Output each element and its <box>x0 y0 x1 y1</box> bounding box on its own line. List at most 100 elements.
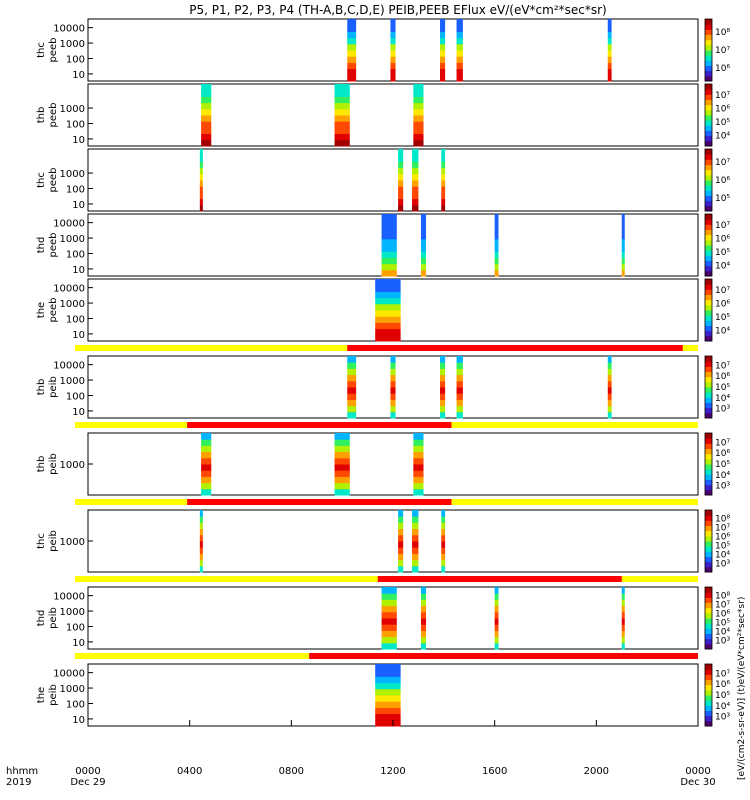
colorbar-cell <box>705 664 712 670</box>
spectrogram-burst-cell <box>381 214 397 221</box>
x-date-label: Dec 30 <box>680 777 715 788</box>
spectrogram-burst-cell <box>420 220 427 227</box>
colorbar-tick-label: 10⁶ <box>715 533 730 543</box>
spectrogram-burst-cell <box>456 362 463 369</box>
colorbar-tick-label: 10⁵ <box>715 383 730 393</box>
spectrogram-burst-cell <box>347 393 357 400</box>
colorbar-cell <box>705 289 712 295</box>
panel-thd-peeb: 10 100 1000 10000 thd peeb 10⁴ 10⁵ 10⁶ 10⁷ <box>36 213 730 277</box>
spectrogram-burst-cell <box>201 482 212 490</box>
colorbar-frame <box>704 586 713 650</box>
spectrogram-burst-cell <box>420 642 427 650</box>
colorbar-frame <box>704 432 713 496</box>
colorbar-cell <box>705 164 712 171</box>
spectrogram-burst-cell <box>334 476 350 484</box>
colorbar-frame <box>704 663 713 727</box>
spectrogram-burst-cell <box>201 470 212 477</box>
panel-probe-label: thb <box>36 107 47 124</box>
spectrogram-burst-cell <box>375 297 401 305</box>
spectrogram-burst-cell <box>621 611 625 619</box>
colorbar-cell <box>705 304 712 311</box>
colorbar-tick-label: 10⁸ <box>715 592 730 602</box>
colorbar-tick-label: 10⁷ <box>715 221 730 231</box>
spectrogram-burst-cell <box>412 547 419 554</box>
colorbar-cell <box>705 284 712 290</box>
spectrogram-burst-cell <box>390 399 396 407</box>
y-tick-label: 1000 <box>60 460 85 471</box>
colorbar-cell <box>705 154 712 160</box>
spectrogram-burst-cell <box>390 31 396 39</box>
y-tick-label: 100 <box>66 54 85 65</box>
spectrogram-burst-cell <box>412 167 419 175</box>
mode-bar-red <box>309 653 698 659</box>
spectrogram-burst-cell <box>375 316 401 323</box>
y-tick-label: 100 <box>66 249 85 260</box>
spectrogram-burst-cell <box>347 31 357 39</box>
spectrogram-burst-cell <box>440 362 446 369</box>
spectrogram-burst-cell <box>334 115 350 122</box>
y-tick-label: 10 <box>72 407 85 418</box>
spectrogram-burst-cell <box>398 522 404 530</box>
colorbar-cell <box>705 149 712 155</box>
colorbar-tick-label: 10⁷ <box>715 601 730 611</box>
colorbar-cell <box>705 510 712 516</box>
spectrogram-burst-cell <box>347 56 357 63</box>
spectrogram-burst-cell <box>390 411 396 419</box>
spectrogram-burst-cell <box>621 263 625 271</box>
spectrogram-burst-cell <box>607 380 612 388</box>
spectrogram-burst-cell <box>334 451 350 459</box>
spectrogram-burst-cell <box>441 534 446 542</box>
panel-probe-label: the <box>36 687 47 703</box>
spectrogram-burst-cell <box>440 68 446 76</box>
spectrogram-burst-cell <box>441 161 446 169</box>
spectrogram-burst-cell <box>390 50 396 57</box>
spectrogram-burst-cell <box>621 245 625 252</box>
y-tick-label: 1000 <box>60 607 85 618</box>
spectrogram-burst-cell <box>201 139 212 147</box>
y-tick-label: 1000 <box>60 104 85 115</box>
spectrogram-burst-cell <box>456 25 463 32</box>
spectrogram-burst-cell <box>334 445 350 453</box>
colorbar-cell <box>705 159 712 165</box>
colorbar-tick-label: 10⁷ <box>715 524 730 534</box>
spectrogram-burst-cell <box>412 565 419 573</box>
spectrogram-burst-cell <box>440 31 446 39</box>
spectrogram-burst-cell <box>347 374 357 382</box>
y-tick-label: 100 <box>66 699 85 710</box>
colorbar-tick-label: 10⁵ <box>715 542 730 552</box>
y-tick-label: 10 <box>72 715 85 726</box>
spectrogram-burst-cell <box>398 186 404 193</box>
spectrogram-burst-cell <box>494 220 499 227</box>
spectrogram-burst-cell <box>398 173 404 181</box>
y-tick-label: 100 <box>66 314 85 325</box>
spectrogram-burst-cell <box>199 161 203 169</box>
spectrogram-burst-cell <box>381 257 397 265</box>
spectrogram-burst-cell <box>398 528 404 536</box>
x-tick-label: 2000 <box>584 766 609 777</box>
spectrogram-burst-cell <box>413 108 424 116</box>
colorbar-cell <box>705 325 712 332</box>
panel-frame <box>87 432 699 496</box>
panel-frame <box>87 148 699 212</box>
spectrogram-burst-cell <box>398 167 404 175</box>
spectrogram-burst-cell <box>413 121 424 128</box>
spectrogram-burst-cell <box>420 238 427 246</box>
spectrogram-burst-cell <box>412 161 419 169</box>
panel-product-label: peeb <box>48 38 59 63</box>
colorbar-tick-label: 10⁵ <box>715 118 730 128</box>
spectrogram-burst-cell <box>607 19 612 26</box>
spectrogram-burst-cell <box>621 636 625 644</box>
spectrogram-burst-cell <box>334 433 350 440</box>
spectrogram-burst-cell <box>440 399 446 407</box>
colorbar-tick-label: 10⁷ <box>715 669 730 679</box>
spectrogram-burst-cell <box>420 630 427 638</box>
panel-product-label: peib <box>48 684 59 706</box>
spectrogram-burst-cell <box>381 269 397 277</box>
colorbar-cell <box>705 638 712 645</box>
spectrogram-burst-cell <box>441 192 446 200</box>
spectrogram-burst-cell <box>621 238 625 246</box>
spectrogram-burst-cell <box>441 173 446 181</box>
colorbar-cell <box>705 633 712 640</box>
colorbar-cell <box>705 643 712 650</box>
panel-probe-label: thd <box>36 237 47 254</box>
